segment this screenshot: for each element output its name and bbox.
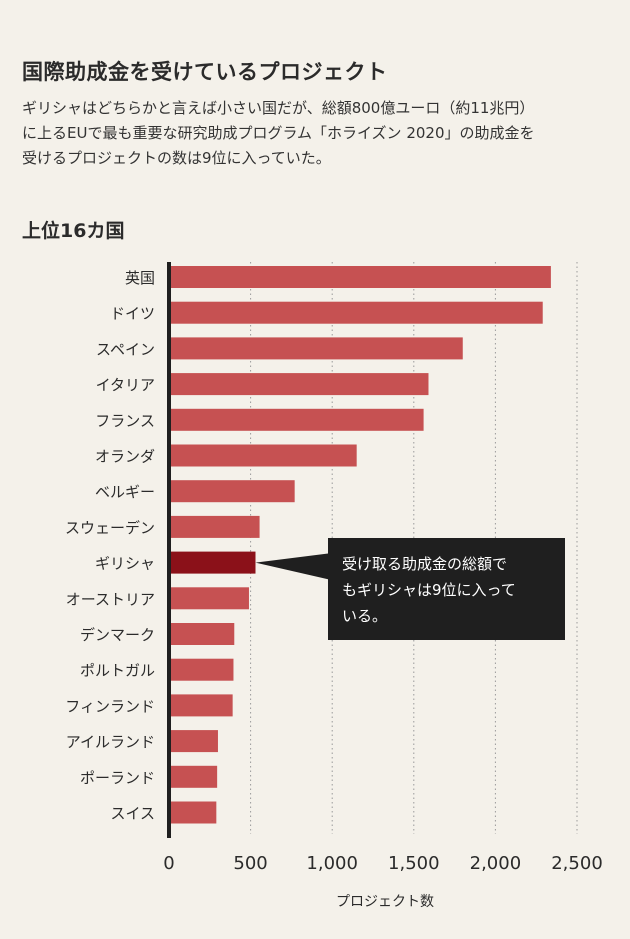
category-label-16: スイス — [110, 805, 155, 823]
bar-1 — [169, 266, 551, 288]
callout-pointer — [255, 552, 340, 582]
category-label-7: ベルギー — [95, 483, 155, 501]
description-line-3: 受けるプロジェクトの数は9位に入っていた。 — [22, 149, 331, 167]
bar-9 — [169, 551, 256, 574]
x-tick-label-5: 2,500 — [551, 853, 603, 874]
bar-12 — [169, 658, 234, 681]
bar-5 — [169, 408, 424, 431]
bar-7 — [169, 480, 295, 503]
description-line-1: ギリシャはどちらかと言えば小さい国だが、総額800億ユーロ（約11兆円） — [22, 99, 535, 117]
bar-14 — [169, 730, 218, 753]
chart-subtitle: 上位16カ国 — [22, 220, 125, 242]
category-label-6: オランダ — [95, 448, 155, 466]
category-labels: 英国ドイツスペインイタリアフランスオランダベルギースウェーデンギリシャオーストリ… — [65, 269, 155, 823]
category-label-9: ギリシャ — [95, 555, 155, 573]
category-label-2: ドイツ — [110, 305, 155, 323]
x-tick-label-1: 500 — [233, 853, 267, 874]
bar-10 — [169, 587, 249, 610]
x-tick-label-2: 1,000 — [306, 853, 358, 874]
category-label-12: ポルトガル — [80, 662, 155, 680]
description-line-2: に上るEUで最も重要な研究助成プログラム「ホライズン 2020」の助成金を — [22, 124, 535, 142]
bar-2 — [169, 301, 543, 324]
category-label-4: イタリア — [96, 376, 155, 394]
category-label-3: スペイン — [96, 340, 155, 358]
bar-6 — [169, 444, 357, 467]
category-label-13: フィンランド — [65, 697, 155, 715]
x-axis-label: プロジェクト数 — [336, 894, 434, 910]
callout-line-2: もギリシャは9位に入って — [342, 581, 516, 599]
bar-8 — [169, 515, 260, 538]
x-tick-label-4: 2,000 — [470, 853, 522, 874]
bar-15 — [169, 765, 218, 788]
bar-16 — [169, 801, 217, 824]
bar-11 — [169, 623, 235, 645]
bars — [169, 266, 551, 824]
category-label-8: スウェーデン — [65, 519, 155, 537]
chart-description: ギリシャはどちらかと言えば小さい国だが、総額800億ユーロ（約11兆円） に上る… — [22, 96, 612, 171]
callout-pointer-group — [255, 552, 340, 582]
greece-callout: 受け取る助成金の総額で もギリシャは9位に入って いる。 — [328, 538, 565, 640]
category-label-15: ポーランド — [80, 769, 155, 787]
callout-line-3: いる。 — [342, 607, 388, 625]
category-label-11: デンマーク — [80, 626, 155, 644]
callout-line-1: 受け取る助成金の総額で — [342, 555, 508, 573]
chart-title: 国際助成金を受けているプロジェクト — [22, 60, 388, 84]
category-label-10: オーストリア — [66, 590, 155, 608]
category-label-5: フランス — [95, 412, 155, 430]
x-tick-labels: 0 500 1,000 1,500 2,000 2,500 — [163, 853, 602, 874]
x-tick-label-3: 1,500 — [388, 853, 440, 874]
category-label-14: アイルランド — [66, 733, 155, 751]
category-label-1: 英国 — [125, 269, 155, 287]
bar-4 — [169, 373, 429, 396]
bar-3 — [169, 337, 463, 360]
bar-13 — [169, 694, 233, 717]
x-tick-label-0: 0 — [163, 853, 174, 874]
